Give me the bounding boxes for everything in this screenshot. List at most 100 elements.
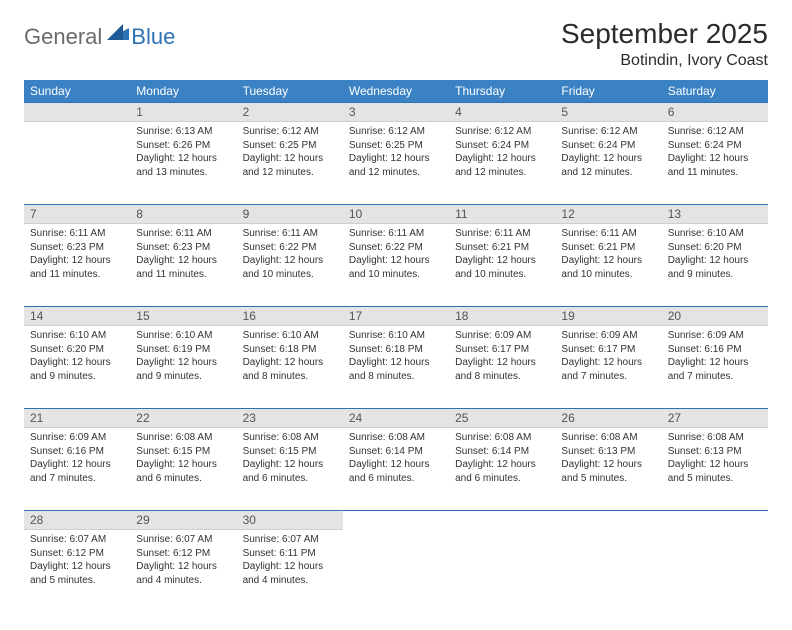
sunrise-line: Sunrise: 6:10 AM xyxy=(243,329,337,343)
day-cell: Sunrise: 6:11 AMSunset: 6:22 PMDaylight:… xyxy=(237,224,343,306)
day-info: Sunrise: 6:12 AMSunset: 6:24 PMDaylight:… xyxy=(555,122,661,185)
day-info: Sunrise: 6:11 AMSunset: 6:21 PMDaylight:… xyxy=(555,224,661,287)
day-info: Sunrise: 6:08 AMSunset: 6:14 PMDaylight:… xyxy=(449,428,555,491)
day-number: 13 xyxy=(662,204,768,224)
day-number: 24 xyxy=(343,408,449,428)
daylight-line: Daylight: 12 hours and 9 minutes. xyxy=(30,356,124,383)
week-row: Sunrise: 6:07 AMSunset: 6:12 PMDaylight:… xyxy=(24,530,768,612)
sunset-line: Sunset: 6:17 PM xyxy=(455,343,549,357)
day-number: 6 xyxy=(662,102,768,122)
day-info: Sunrise: 6:07 AMSunset: 6:11 PMDaylight:… xyxy=(237,530,343,593)
sunset-line: Sunset: 6:14 PM xyxy=(455,445,549,459)
day-number: 4 xyxy=(449,102,555,122)
day-number: 14 xyxy=(24,306,130,326)
sunrise-line: Sunrise: 6:08 AM xyxy=(561,431,655,445)
sunrise-line: Sunrise: 6:09 AM xyxy=(455,329,549,343)
page-title: September 2025 xyxy=(561,18,768,50)
sunset-line: Sunset: 6:18 PM xyxy=(349,343,443,357)
calendar-table: SundayMondayTuesdayWednesdayThursdayFrid… xyxy=(24,80,768,612)
sunrise-line: Sunrise: 6:12 AM xyxy=(668,125,762,139)
daylight-line: Daylight: 12 hours and 5 minutes. xyxy=(561,458,655,485)
day-info: Sunrise: 6:10 AMSunset: 6:19 PMDaylight:… xyxy=(130,326,236,389)
day-cell xyxy=(662,530,768,612)
day-number: 12 xyxy=(555,204,661,224)
day-cell: Sunrise: 6:10 AMSunset: 6:20 PMDaylight:… xyxy=(24,326,130,408)
daynum-row: 14151617181920 xyxy=(24,306,768,326)
sunset-line: Sunset: 6:17 PM xyxy=(561,343,655,357)
day-number: 5 xyxy=(555,102,661,122)
day-info: Sunrise: 6:11 AMSunset: 6:22 PMDaylight:… xyxy=(343,224,449,287)
day-number: 16 xyxy=(237,306,343,326)
sunrise-line: Sunrise: 6:12 AM xyxy=(455,125,549,139)
daylight-line: Daylight: 12 hours and 6 minutes. xyxy=(243,458,337,485)
day-cell: Sunrise: 6:10 AMSunset: 6:18 PMDaylight:… xyxy=(237,326,343,408)
day-cell: Sunrise: 6:10 AMSunset: 6:20 PMDaylight:… xyxy=(662,224,768,306)
day-cell: Sunrise: 6:09 AMSunset: 6:16 PMDaylight:… xyxy=(662,326,768,408)
daylight-line: Daylight: 12 hours and 8 minutes. xyxy=(349,356,443,383)
day-number: 26 xyxy=(555,408,661,428)
day-number: 25 xyxy=(449,408,555,428)
day-info: Sunrise: 6:12 AMSunset: 6:25 PMDaylight:… xyxy=(343,122,449,185)
daylight-line: Daylight: 12 hours and 7 minutes. xyxy=(561,356,655,383)
weekday-header: Monday xyxy=(130,80,236,102)
daylight-line: Daylight: 12 hours and 6 minutes. xyxy=(136,458,230,485)
day-cell: Sunrise: 6:07 AMSunset: 6:12 PMDaylight:… xyxy=(130,530,236,612)
title-block: September 2025 Botindin, Ivory Coast xyxy=(561,18,768,70)
sunrise-line: Sunrise: 6:10 AM xyxy=(668,227,762,241)
sunrise-line: Sunrise: 6:11 AM xyxy=(561,227,655,241)
sunrise-line: Sunrise: 6:08 AM xyxy=(455,431,549,445)
day-cell: Sunrise: 6:07 AMSunset: 6:11 PMDaylight:… xyxy=(237,530,343,612)
weekday-header: Friday xyxy=(555,80,661,102)
sunset-line: Sunset: 6:16 PM xyxy=(668,343,762,357)
day-cell xyxy=(555,530,661,612)
day-info: Sunrise: 6:13 AMSunset: 6:26 PMDaylight:… xyxy=(130,122,236,185)
daylight-line: Daylight: 12 hours and 12 minutes. xyxy=(561,152,655,179)
logo-triangle-icon xyxy=(107,24,129,45)
day-number: 18 xyxy=(449,306,555,326)
sunset-line: Sunset: 6:19 PM xyxy=(136,343,230,357)
sunrise-line: Sunrise: 6:08 AM xyxy=(136,431,230,445)
sunrise-line: Sunrise: 6:10 AM xyxy=(136,329,230,343)
sunset-line: Sunset: 6:15 PM xyxy=(136,445,230,459)
daynum-row: 21222324252627 xyxy=(24,408,768,428)
day-cell: Sunrise: 6:12 AMSunset: 6:25 PMDaylight:… xyxy=(237,122,343,204)
day-info: Sunrise: 6:08 AMSunset: 6:15 PMDaylight:… xyxy=(237,428,343,491)
daylight-line: Daylight: 12 hours and 7 minutes. xyxy=(668,356,762,383)
day-cell: Sunrise: 6:13 AMSunset: 6:26 PMDaylight:… xyxy=(130,122,236,204)
sunset-line: Sunset: 6:26 PM xyxy=(136,139,230,153)
sunrise-line: Sunrise: 6:07 AM xyxy=(30,533,124,547)
daylight-line: Daylight: 12 hours and 9 minutes. xyxy=(136,356,230,383)
daylight-line: Daylight: 12 hours and 4 minutes. xyxy=(136,560,230,587)
day-cell: Sunrise: 6:10 AMSunset: 6:19 PMDaylight:… xyxy=(130,326,236,408)
day-number: 27 xyxy=(662,408,768,428)
day-number: 11 xyxy=(449,204,555,224)
day-info: Sunrise: 6:09 AMSunset: 6:16 PMDaylight:… xyxy=(24,428,130,491)
day-cell: Sunrise: 6:08 AMSunset: 6:14 PMDaylight:… xyxy=(449,428,555,510)
weekday-header: Tuesday xyxy=(237,80,343,102)
day-cell: Sunrise: 6:11 AMSunset: 6:21 PMDaylight:… xyxy=(555,224,661,306)
day-cell: Sunrise: 6:12 AMSunset: 6:25 PMDaylight:… xyxy=(343,122,449,204)
day-info: Sunrise: 6:08 AMSunset: 6:13 PMDaylight:… xyxy=(662,428,768,491)
daylight-line: Daylight: 12 hours and 11 minutes. xyxy=(136,254,230,281)
sunset-line: Sunset: 6:13 PM xyxy=(561,445,655,459)
sunset-line: Sunset: 6:20 PM xyxy=(668,241,762,255)
day-cell: Sunrise: 6:08 AMSunset: 6:15 PMDaylight:… xyxy=(130,428,236,510)
sunset-line: Sunset: 6:16 PM xyxy=(30,445,124,459)
day-cell: Sunrise: 6:11 AMSunset: 6:22 PMDaylight:… xyxy=(343,224,449,306)
sunset-line: Sunset: 6:12 PM xyxy=(30,547,124,561)
sunset-line: Sunset: 6:22 PM xyxy=(243,241,337,255)
day-number: 19 xyxy=(555,306,661,326)
sunrise-line: Sunrise: 6:11 AM xyxy=(136,227,230,241)
sunset-line: Sunset: 6:24 PM xyxy=(668,139,762,153)
day-info: Sunrise: 6:10 AMSunset: 6:20 PMDaylight:… xyxy=(24,326,130,389)
daylight-line: Daylight: 12 hours and 8 minutes. xyxy=(243,356,337,383)
sunset-line: Sunset: 6:12 PM xyxy=(136,547,230,561)
day-cell xyxy=(343,530,449,612)
sunset-line: Sunset: 6:20 PM xyxy=(30,343,124,357)
day-cell: Sunrise: 6:11 AMSunset: 6:23 PMDaylight:… xyxy=(24,224,130,306)
weekday-header-row: SundayMondayTuesdayWednesdayThursdayFrid… xyxy=(24,80,768,102)
sunset-line: Sunset: 6:18 PM xyxy=(243,343,337,357)
sunrise-line: Sunrise: 6:11 AM xyxy=(243,227,337,241)
sunset-line: Sunset: 6:15 PM xyxy=(243,445,337,459)
daylight-line: Daylight: 12 hours and 12 minutes. xyxy=(349,152,443,179)
